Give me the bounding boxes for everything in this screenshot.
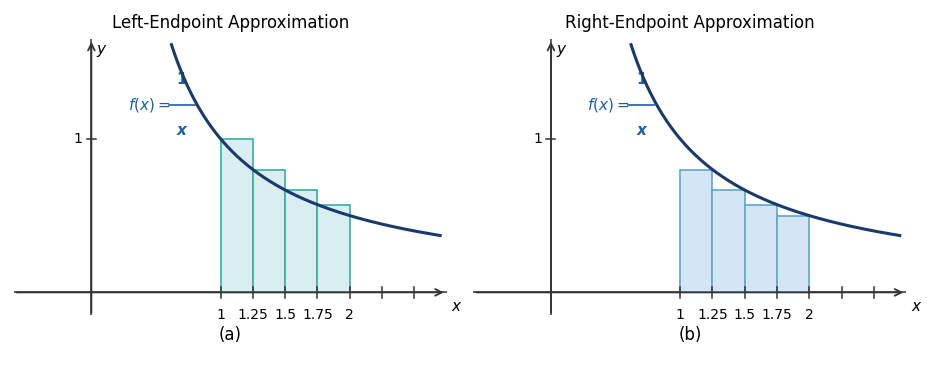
Text: (a): (a) bbox=[218, 327, 242, 345]
Bar bbox=[220, 139, 253, 292]
Text: 1: 1 bbox=[74, 132, 82, 146]
Text: 1.5: 1.5 bbox=[274, 308, 296, 322]
Text: $f(x)=$: $f(x)=$ bbox=[587, 96, 630, 114]
Bar bbox=[713, 190, 745, 292]
Bar bbox=[317, 205, 350, 292]
Text: $f(x)=$: $f(x)=$ bbox=[128, 96, 170, 114]
Text: 1: 1 bbox=[675, 308, 685, 322]
Bar bbox=[680, 170, 713, 292]
Text: 1.25: 1.25 bbox=[238, 308, 269, 322]
Text: 1: 1 bbox=[533, 132, 542, 146]
Text: x: x bbox=[636, 123, 647, 138]
Text: x: x bbox=[452, 298, 461, 314]
Text: y: y bbox=[556, 42, 565, 57]
Title: Left-Endpoint Approximation: Left-Endpoint Approximation bbox=[112, 14, 349, 32]
Bar bbox=[285, 190, 317, 292]
Text: 2: 2 bbox=[805, 308, 814, 322]
Text: x: x bbox=[912, 298, 920, 314]
Bar bbox=[745, 205, 777, 292]
Bar bbox=[253, 170, 285, 292]
Title: Right-Endpoint Approximation: Right-Endpoint Approximation bbox=[565, 14, 815, 32]
Text: 1.75: 1.75 bbox=[302, 308, 333, 322]
Text: y: y bbox=[96, 42, 105, 57]
Text: 1.75: 1.75 bbox=[761, 308, 792, 322]
Bar bbox=[777, 215, 809, 292]
Text: 2: 2 bbox=[345, 308, 355, 322]
Text: 1.25: 1.25 bbox=[697, 308, 728, 322]
Text: 1: 1 bbox=[216, 308, 225, 322]
Text: 1: 1 bbox=[176, 71, 188, 87]
Text: (b): (b) bbox=[678, 327, 702, 345]
Text: 1: 1 bbox=[636, 71, 647, 87]
Text: x: x bbox=[177, 123, 187, 138]
Text: 1.5: 1.5 bbox=[733, 308, 756, 322]
